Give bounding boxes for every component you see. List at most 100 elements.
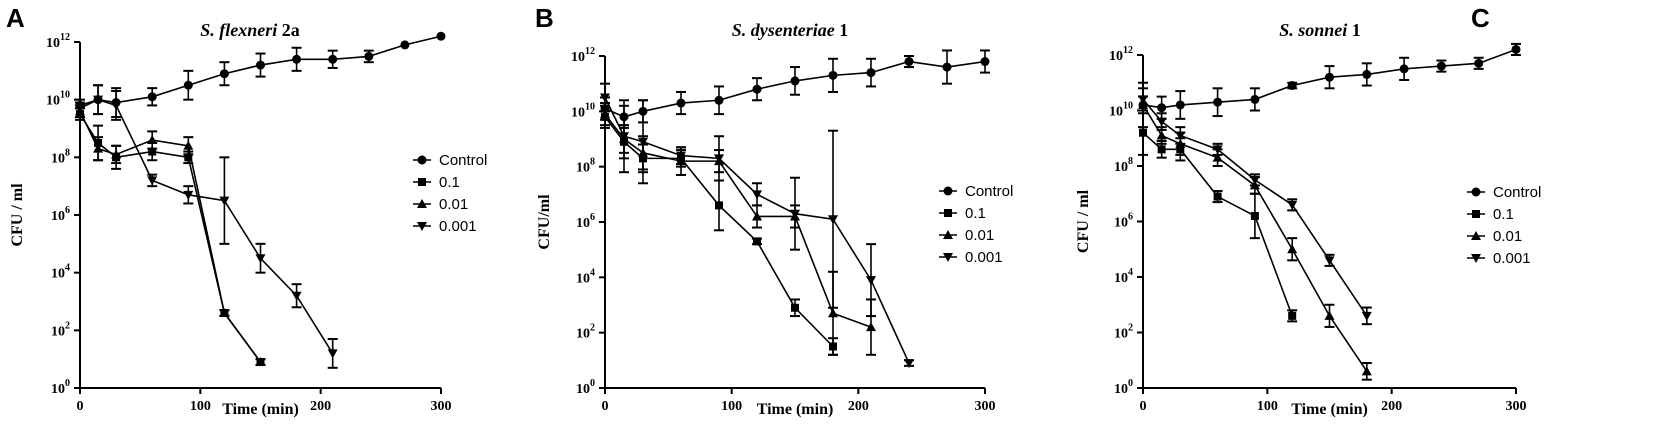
panel-c: CS. sonnei 10 100 200 300100102104106108101… (1075, 3, 1541, 418)
legend-marker (943, 253, 953, 262)
y-tick-exponent: 4 (590, 267, 595, 278)
legend-label: 0.001 (965, 249, 1003, 266)
y-tick-exponent: 2 (1128, 323, 1133, 334)
data-point (291, 291, 302, 301)
y-axis-label: CFU / ml (9, 183, 26, 247)
x-tick-label: 0 (1140, 399, 1147, 414)
data-point (219, 69, 229, 79)
legend-label: 0.001 (439, 218, 477, 235)
data-point (1399, 64, 1409, 74)
data-point (1287, 200, 1298, 210)
data-point (111, 101, 122, 111)
data-point (328, 54, 338, 64)
legend-label: Control (965, 183, 1013, 200)
data-point (1212, 145, 1223, 155)
series-triangle-down (75, 84, 338, 369)
legend-marker (943, 186, 953, 196)
data-point (1361, 311, 1372, 321)
data-point (1139, 128, 1147, 137)
legend-item: Control (939, 183, 1013, 200)
data-point (364, 51, 374, 61)
data-point (183, 140, 194, 150)
y-tick-label: 102 (51, 320, 70, 339)
data-point (904, 57, 914, 67)
data-point (184, 153, 193, 162)
legend-item: 0.01 (413, 196, 468, 213)
legend-label: 0.1 (439, 174, 460, 191)
data-point (714, 95, 724, 105)
series-circle (600, 49, 990, 129)
data-point (1436, 61, 1446, 71)
data-point (1156, 117, 1167, 127)
y-tick-label: 100 (1114, 378, 1133, 397)
data-point (790, 76, 800, 86)
x-tick-label: 100 (721, 399, 742, 414)
x-tick-label: 100 (1257, 399, 1278, 414)
y-tick-base: 10 (576, 382, 590, 397)
y-tick-base: 10 (576, 327, 590, 342)
series-line (79, 110, 262, 363)
data-point (752, 190, 762, 200)
y-tick-base: 10 (51, 324, 65, 339)
data-point (1324, 310, 1335, 320)
data-point (676, 98, 686, 108)
data-point (436, 31, 446, 41)
panel-letter: C (1471, 3, 1490, 33)
legend-item: 0.01 (939, 227, 994, 244)
y-tick-label: 100 (576, 378, 595, 397)
data-point (147, 92, 157, 102)
y-tick-exponent: 10 (60, 90, 70, 101)
y-tick-exponent: 8 (590, 157, 595, 168)
y-tick-label: 106 (576, 212, 595, 231)
data-point (1175, 131, 1186, 141)
y-tick-exponent: 6 (1128, 212, 1133, 223)
data-point (1157, 145, 1166, 154)
y-tick-base: 10 (571, 50, 585, 65)
y-tick-base: 10 (1114, 160, 1128, 175)
series-line (1142, 98, 1368, 317)
data-point (1361, 366, 1372, 376)
chart-title: S. sonnei 1 (1279, 20, 1361, 40)
data-point (1250, 94, 1260, 104)
legend-item: Control (413, 152, 487, 169)
y-tick-label: 106 (1114, 212, 1133, 231)
data-point (752, 211, 762, 221)
y-tick-exponent: 6 (590, 212, 595, 223)
y-tick-label: 108 (576, 157, 595, 176)
y-tick-exponent: 8 (65, 147, 70, 158)
y-tick-exponent: 8 (1128, 156, 1133, 167)
y-tick-label: 102 (576, 323, 595, 342)
legend-label: Control (1493, 184, 1541, 201)
data-point (828, 308, 838, 318)
data-point (790, 209, 800, 219)
data-point (828, 215, 838, 225)
y-tick-exponent: 0 (65, 378, 70, 389)
x-axis-label: Time (min) (222, 401, 299, 418)
y-tick-base: 10 (51, 267, 65, 282)
legend: Control 0.1 0.01 0.001 (1467, 184, 1541, 267)
data-point (1249, 175, 1260, 185)
x-tick-label: 200 (1381, 399, 1402, 414)
data-point (219, 308, 230, 318)
data-point (255, 357, 266, 367)
y-tick-base: 10 (46, 94, 60, 109)
legend-marker (417, 155, 427, 165)
data-point (1362, 69, 1372, 79)
data-point (638, 137, 648, 147)
legend-marker (417, 199, 427, 208)
series-line (604, 97, 910, 364)
data-point (791, 303, 799, 312)
data-point (147, 176, 158, 186)
data-point (1175, 100, 1185, 110)
data-point (1138, 95, 1148, 105)
y-tick-exponent: 10 (1123, 101, 1133, 112)
data-point (1156, 130, 1167, 140)
y-tick-label: 100 (51, 378, 70, 397)
chart-title-species: S. dysenteriae (732, 20, 835, 40)
data-point (904, 359, 914, 369)
data-point (1157, 103, 1167, 113)
data-point (1287, 81, 1297, 91)
legend-marker (1471, 254, 1481, 263)
data-point (1213, 97, 1223, 107)
